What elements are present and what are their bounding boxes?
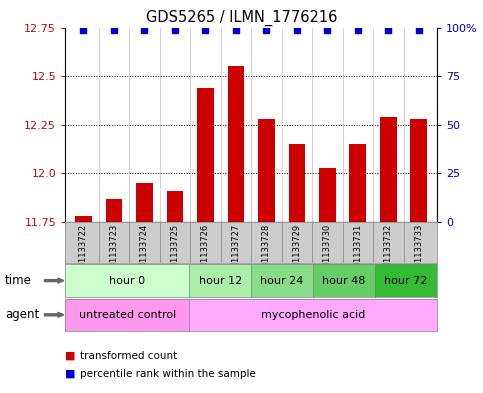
Bar: [75, 216, 92, 222]
Text: GSM1133723: GSM1133723: [110, 224, 118, 280]
Text: GSM1133725: GSM1133725: [170, 224, 180, 280]
Text: GSM1133732: GSM1133732: [384, 224, 393, 280]
Text: hour 0: hour 0: [109, 275, 145, 286]
Bar: [411, 119, 427, 222]
Text: GSM1133733: GSM1133733: [414, 224, 423, 281]
Bar: [380, 117, 397, 222]
Text: GSM1133731: GSM1133731: [354, 224, 362, 280]
Bar: [227, 66, 244, 222]
Text: ■: ■: [65, 351, 76, 361]
Text: GSM1133728: GSM1133728: [262, 224, 271, 280]
Bar: [288, 144, 305, 222]
Text: GDS5265 / ILMN_1776216: GDS5265 / ILMN_1776216: [146, 10, 337, 26]
Text: percentile rank within the sample: percentile rank within the sample: [80, 369, 256, 379]
Text: agent: agent: [5, 308, 39, 321]
Text: hour 48: hour 48: [323, 275, 366, 286]
Bar: [106, 199, 122, 222]
Text: GSM1133729: GSM1133729: [292, 224, 301, 280]
Text: GSM1133724: GSM1133724: [140, 224, 149, 280]
Bar: [258, 119, 275, 222]
Text: mycophenolic acid: mycophenolic acid: [261, 310, 365, 320]
Text: hour 12: hour 12: [199, 275, 242, 286]
Text: GSM1133727: GSM1133727: [231, 224, 241, 280]
Text: time: time: [5, 274, 32, 287]
Text: GSM1133722: GSM1133722: [79, 224, 88, 280]
Bar: [136, 183, 153, 222]
Text: GSM1133726: GSM1133726: [201, 224, 210, 280]
Text: transformed count: transformed count: [80, 351, 177, 361]
Bar: [167, 191, 184, 222]
Bar: [197, 88, 214, 222]
Bar: [319, 167, 336, 222]
Text: ■: ■: [65, 369, 76, 379]
Text: hour 24: hour 24: [260, 275, 304, 286]
Bar: [350, 144, 366, 222]
Text: hour 72: hour 72: [384, 275, 428, 286]
Text: GSM1133730: GSM1133730: [323, 224, 332, 280]
Text: untreated control: untreated control: [79, 310, 176, 320]
